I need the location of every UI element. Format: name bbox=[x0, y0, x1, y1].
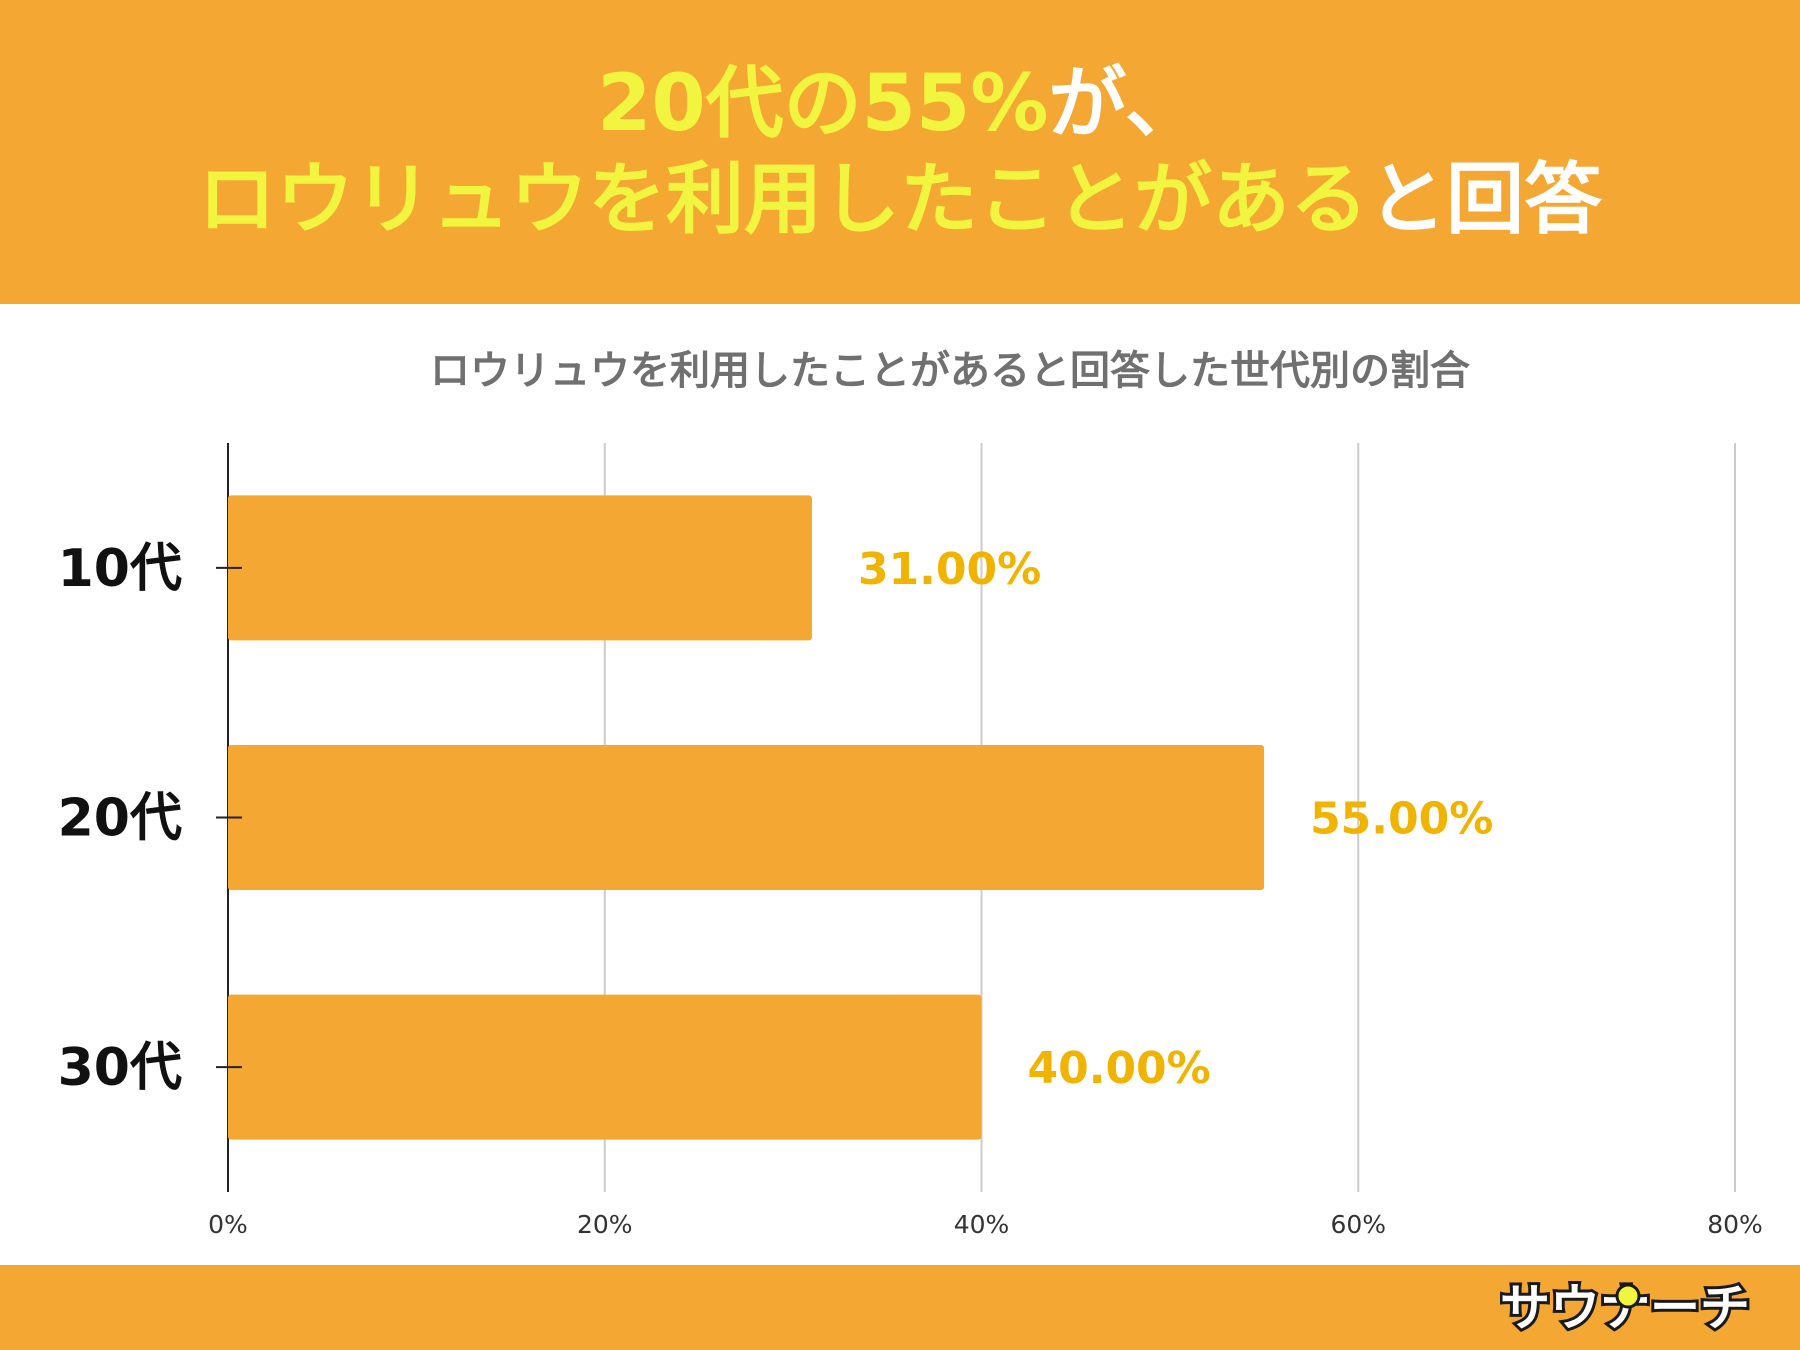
header-banner bbox=[0, 0, 1800, 304]
x-tick-label: 40% bbox=[954, 1210, 1010, 1239]
x-tick-label: 0% bbox=[208, 1210, 248, 1239]
headline-line-1: 20代の55%が、 bbox=[0, 58, 1800, 150]
chart-title: ロウリュウを利用したことがあると回答した世代別の割合 bbox=[430, 348, 1470, 394]
headline-highlight-2: ロウリュウを利用したことがある bbox=[197, 155, 1368, 245]
bar-chart: 0% 20% 40% 60% 80% 10代 31.00% 20代 55.00% 30代 40.00… bbox=[58, 443, 1763, 1239]
x-tick-label: 20% bbox=[577, 1210, 633, 1239]
bar bbox=[228, 994, 982, 1140]
logo-mascot-icon bbox=[1615, 1283, 1641, 1309]
category-label: 30代 bbox=[58, 1038, 182, 1098]
data-label: 40.00% bbox=[1028, 1043, 1211, 1094]
category-label: 20代 bbox=[58, 789, 182, 849]
headline-rest-1: が、 bbox=[1048, 59, 1203, 149]
headline-rest-2: と回答 bbox=[1368, 155, 1603, 245]
data-label: 31.00% bbox=[858, 544, 1041, 595]
bar bbox=[228, 495, 812, 641]
x-tick-label: 80% bbox=[1707, 1210, 1763, 1239]
bar bbox=[228, 745, 1265, 890]
category-label: 10代 bbox=[58, 539, 182, 599]
x-tick-label: 60% bbox=[1330, 1210, 1386, 1239]
headline-line-2: ロウリュウを利用したことがあると回答 bbox=[0, 154, 1800, 246]
data-label: 55.00% bbox=[1310, 794, 1493, 845]
headline-highlight-1: 20代の55% bbox=[597, 59, 1049, 149]
footer-banner bbox=[0, 1265, 1800, 1350]
sauna-logo: サウナーチ bbox=[1500, 1276, 1750, 1340]
